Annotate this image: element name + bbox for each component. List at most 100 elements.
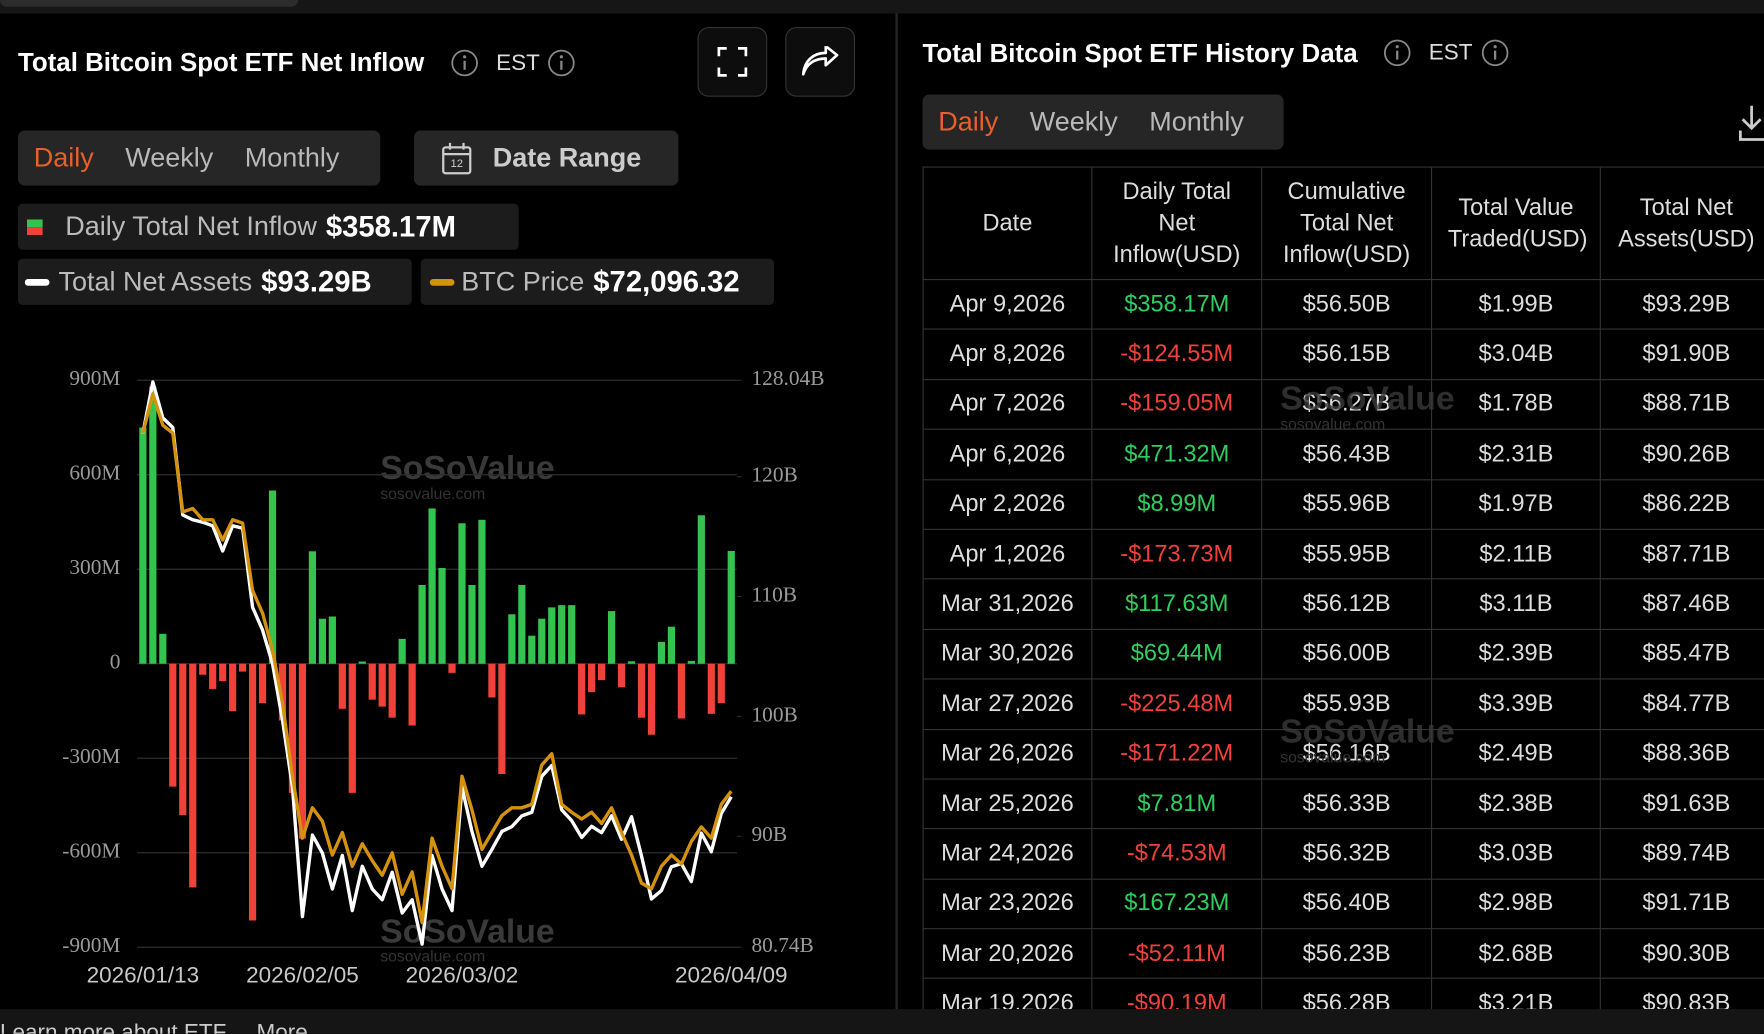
fullscreen-icon <box>717 47 748 77</box>
bar <box>548 607 556 664</box>
legend-value: $93.29B <box>261 264 372 299</box>
x-tick-label: 2026/01/13 <box>87 962 200 987</box>
bar <box>697 515 705 664</box>
bar <box>238 663 247 672</box>
table-cell: $56.43B <box>1261 428 1433 480</box>
bar <box>278 663 287 721</box>
table-row: Apr 1,2026 -$173.73M $55.95B $2.11B $87.71B <box>922 528 1764 580</box>
table-cell: $90.26B <box>1599 428 1764 480</box>
table-cell: $56.00B <box>1261 628 1433 680</box>
table-cell: -$171.22M <box>1091 728 1263 780</box>
bar <box>388 663 396 718</box>
line <box>141 380 733 946</box>
bar <box>308 551 317 664</box>
footer-link[interactable]: More <box>256 1020 308 1034</box>
table-cell: $167.23M <box>1091 878 1263 930</box>
bar <box>378 663 386 707</box>
x-tick-label: 2026/03/02 <box>406 962 519 987</box>
share-icon <box>801 46 839 76</box>
y2-tick-label: 110B <box>752 582 798 606</box>
bar <box>398 638 406 664</box>
y2-tick-label: 128.04B <box>752 366 825 390</box>
header-row: Date Daily Total Net Inflow(USD) Cumulativ… <box>922 166 1764 281</box>
table-cell: $55.93B <box>1261 678 1433 730</box>
x-tick-label: 2026/02/05 <box>246 962 359 987</box>
table-cell: $56.23B <box>1261 928 1433 980</box>
date-range-button[interactable]: 12 Date Range <box>414 130 679 186</box>
y-tick-label: -300M <box>62 744 120 768</box>
table-cell: $2.98B <box>1431 878 1601 930</box>
footer: Learn more about ETF More <box>0 1009 1764 1034</box>
table-cell: $117.63M <box>1091 578 1263 630</box>
table-cell: $3.04B <box>1431 328 1601 381</box>
table-row: Apr 2,2026 $8.99M $55.96B $1.97B $86.22B <box>922 478 1764 530</box>
column-header: Date <box>922 166 1093 281</box>
share-button[interactable] <box>785 27 855 97</box>
bar <box>229 663 237 711</box>
bar <box>288 663 297 793</box>
table-cell: $3.11B <box>1431 578 1601 630</box>
fullscreen-button[interactable] <box>697 27 768 97</box>
bar <box>448 663 456 673</box>
period-tabs: Daily Weekly Monthly <box>922 94 1284 150</box>
tab[interactable]: Weekly <box>125 142 214 173</box>
tab[interactable]: Daily <box>33 142 94 173</box>
bar <box>159 633 167 664</box>
column-header: Cumulative Total Net Inflow(USD) <box>1261 166 1433 281</box>
table-cell: $55.95B <box>1261 528 1433 580</box>
column-header: Total Value Traded(USD) <box>1431 166 1601 281</box>
table-row: Mar 27,2026 -$225.48M $55.93B $3.39B $84.77B <box>922 678 1764 730</box>
info-icon[interactable] <box>450 48 479 77</box>
legend-item[interactable]: Total Net Assets $93.29B <box>18 258 412 305</box>
bar <box>428 508 436 664</box>
table-cell: -$225.48M <box>1091 678 1263 730</box>
y2-tick-label: 120B <box>752 463 798 487</box>
table-cell: $85.47B <box>1599 628 1764 680</box>
tab[interactable]: Daily <box>938 106 999 137</box>
download-icon[interactable] <box>1738 104 1764 142</box>
bar <box>408 663 416 726</box>
table-row: Mar 31,2026 $117.63M $56.12B $3.11B $87.46B <box>922 578 1764 630</box>
legend-item[interactable]: BTC Price $72,096.32 <box>420 258 774 305</box>
bar <box>318 618 326 664</box>
info-icon[interactable] <box>547 48 576 77</box>
table-cell: $56.15B <box>1261 328 1433 381</box>
legend-item[interactable]: Daily Total Net Inflow $358.17M <box>18 203 519 250</box>
table-cell: Mar 20,2026 <box>922 928 1093 980</box>
table-cell: Apr 9,2026 <box>922 278 1093 331</box>
date-range-label: Date Range <box>492 142 642 173</box>
panel-title: Total Bitcoin Spot ETF Net Inflow <box>18 47 425 77</box>
chart: SoSoValue sosovalue.com SoSoValue sosova… <box>62 366 825 987</box>
table-cell: -$90.19M <box>1091 978 1263 1010</box>
table-cell: $69.44M <box>1091 628 1263 680</box>
tab[interactable]: Weekly <box>1029 106 1118 137</box>
table-row: Apr 6,2026 $471.32M $56.43B $2.31B $90.26B <box>922 428 1764 480</box>
table-cell: $1.78B <box>1431 378 1601 430</box>
table-cell: Mar 23,2026 <box>922 878 1093 930</box>
svg-text:12: 12 <box>450 158 463 170</box>
footer-text: Learn more about ETF <box>0 1020 227 1034</box>
column-header: Daily Total Net Inflow(USD) <box>1091 166 1263 281</box>
table-cell: $88.36B <box>1599 728 1764 780</box>
tab[interactable]: Monthly <box>1149 106 1244 137</box>
table-cell: -$173.73M <box>1091 528 1263 580</box>
tab[interactable]: Monthly <box>244 142 340 173</box>
info-icon[interactable] <box>1481 38 1510 67</box>
table-cell: $56.32B <box>1261 828 1433 880</box>
bar <box>558 605 566 664</box>
bar <box>727 550 735 664</box>
table-cell: -$124.55M <box>1091 328 1263 381</box>
table-cell: $56.27B <box>1261 378 1433 430</box>
table-container: Date Daily Total Net Inflow(USD) Cumulativ… <box>922 166 1764 1010</box>
info-icon[interactable] <box>1383 38 1412 67</box>
grid <box>137 379 737 948</box>
table-cell: $1.97B <box>1431 478 1601 530</box>
table-cell: $55.96B <box>1261 478 1433 530</box>
bar <box>538 618 546 664</box>
y-tick-label: 600M <box>69 461 120 485</box>
bar <box>528 635 536 664</box>
bar <box>169 663 177 787</box>
table-cell: Mar 26,2026 <box>922 728 1093 780</box>
